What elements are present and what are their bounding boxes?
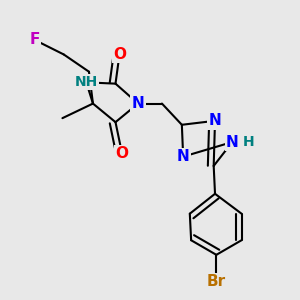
Text: H: H	[242, 135, 254, 149]
Text: N: N	[226, 134, 239, 149]
Text: N: N	[132, 96, 144, 111]
Text: NH: NH	[75, 75, 98, 89]
Text: O: O	[113, 47, 126, 62]
Text: N: N	[208, 113, 221, 128]
Text: Br: Br	[207, 274, 226, 289]
Text: N: N	[177, 149, 190, 164]
Text: F: F	[29, 32, 40, 47]
Text: O: O	[116, 146, 129, 161]
